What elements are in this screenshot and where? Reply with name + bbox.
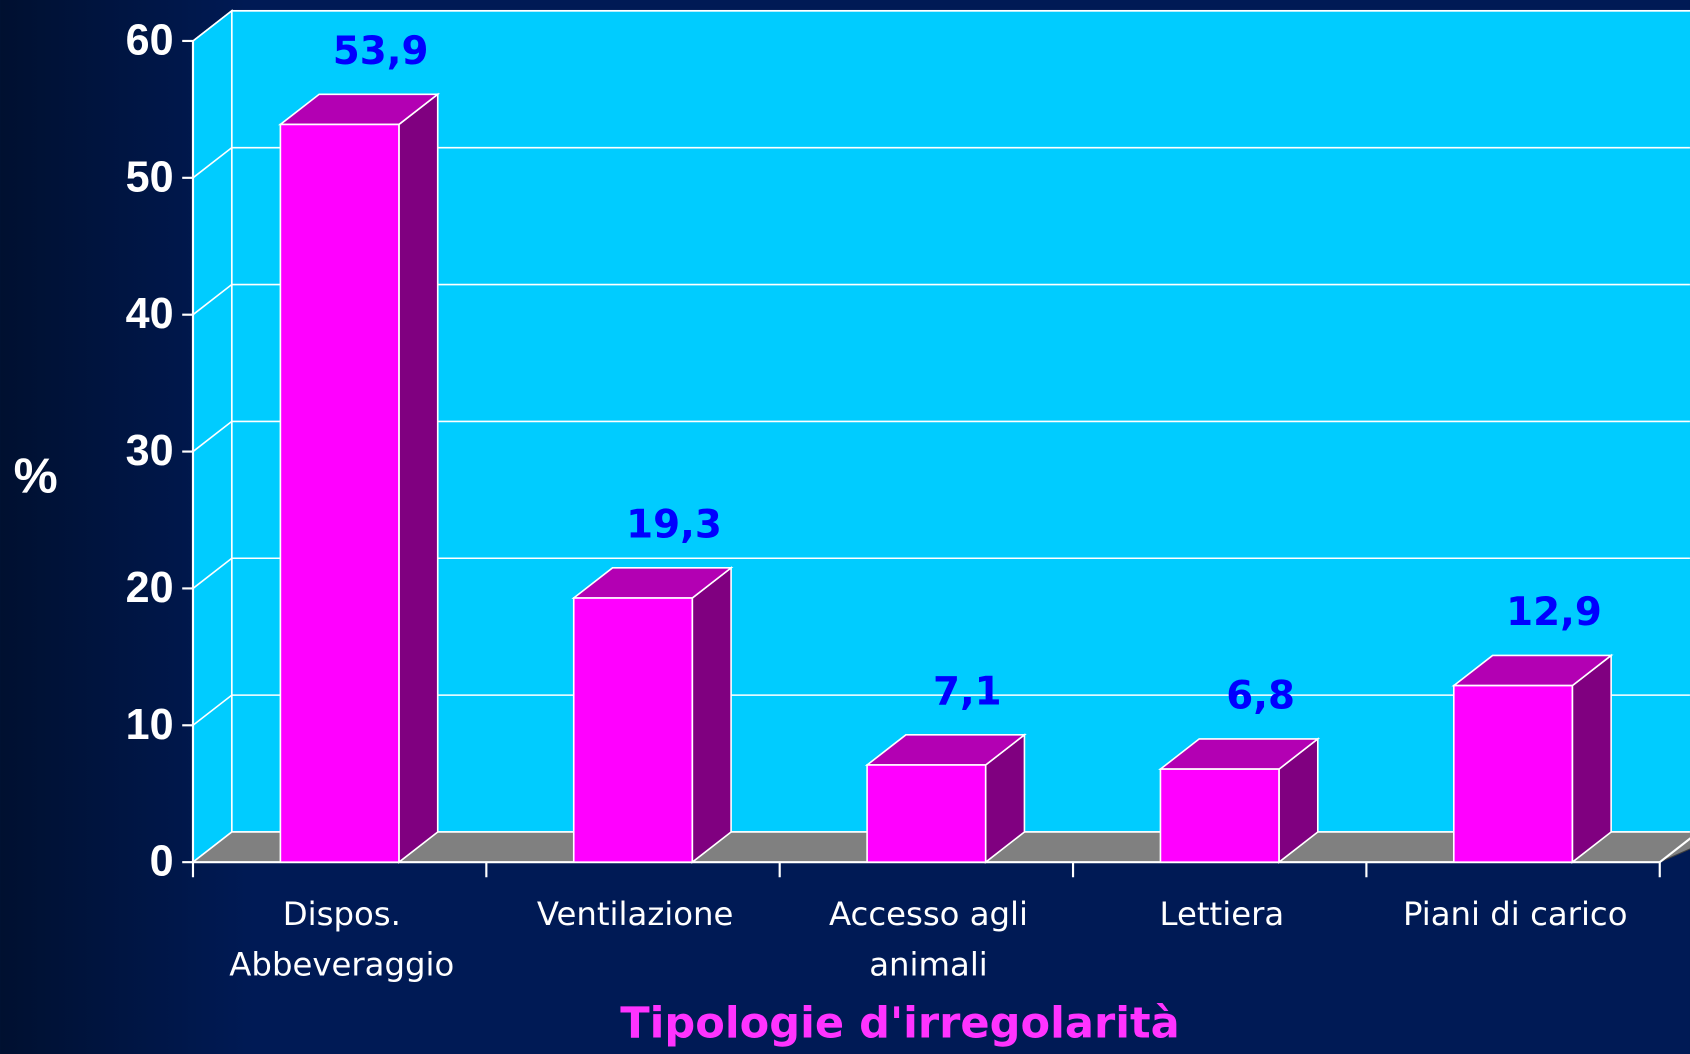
y-tick-label: 30 (126, 427, 174, 475)
y-tick-label: 10 (126, 701, 174, 749)
grid-line (192, 420, 1690, 453)
bar-front (1159, 768, 1280, 863)
bar (864, 733, 1027, 864)
y-tick-label: 0 (150, 838, 174, 886)
x-tick-label: Ventilazione (537, 895, 734, 933)
x-axis-label: Tipologie d'irregolarità (620, 998, 1179, 1048)
bar-side (398, 92, 439, 864)
grid-line (192, 557, 1690, 590)
x-tick-label: Accesso agli (829, 895, 1028, 933)
value-label: 6,8 (1226, 673, 1295, 718)
bar (1158, 737, 1321, 864)
value-label: 12,9 (1506, 590, 1602, 635)
grid-line (192, 9, 1690, 42)
grid-line (192, 694, 1690, 726)
bar-side (1571, 653, 1612, 864)
value-label: 19,3 (626, 502, 722, 547)
bar-front (866, 764, 987, 863)
y-tick-label: 60 (126, 16, 174, 64)
value-label: 7,1 (933, 669, 1002, 714)
x-tick-label: Abbeveraggio (229, 946, 454, 984)
value-label: 53,9 (333, 29, 429, 74)
y-tick-label: 50 (126, 153, 174, 201)
y-tick-label: 40 (126, 290, 174, 338)
bar-front (279, 123, 400, 863)
bar (1451, 653, 1614, 864)
bar-front (1452, 684, 1574, 863)
bar (571, 566, 734, 864)
x-axis-back (1659, 837, 1690, 864)
x-tick-label: Lettiera (1160, 895, 1285, 933)
x-tick-label: animali (869, 946, 988, 984)
x-tick-label: Dispos. (283, 895, 401, 933)
y-axis-label: % (14, 448, 58, 504)
grid-line (192, 283, 1690, 316)
grid-line (192, 146, 1690, 179)
bar-side (691, 566, 732, 864)
bar (278, 92, 441, 864)
bar-front (572, 597, 694, 863)
x-tick-label: Piani di carico (1403, 895, 1628, 933)
y-tick-label: 20 (126, 564, 174, 612)
